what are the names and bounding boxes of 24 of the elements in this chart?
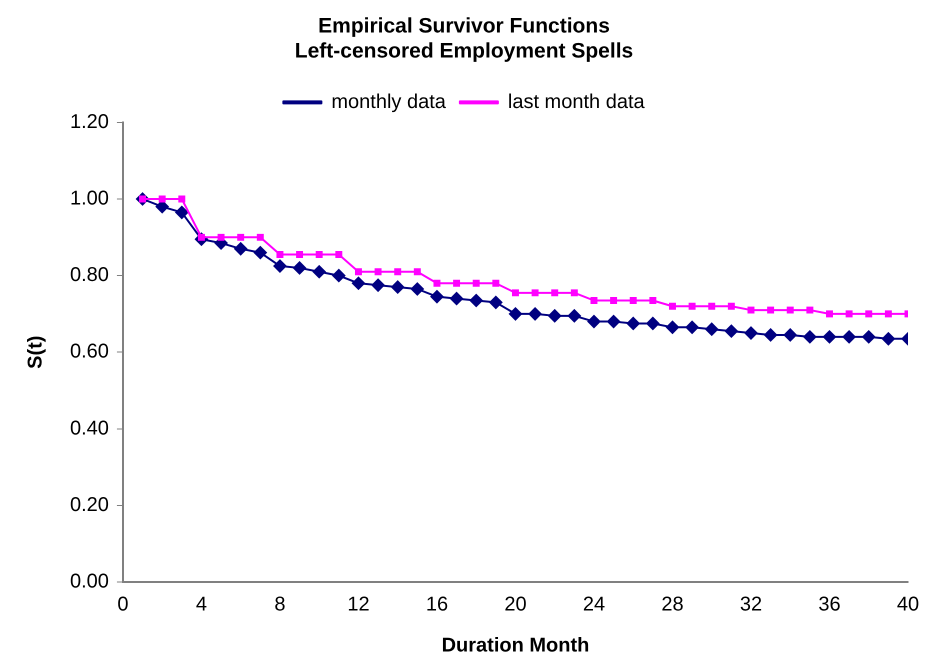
legend-label: last month data <box>508 90 646 113</box>
x-tick-label: 32 <box>740 594 762 616</box>
y-tick-label: 0.60 <box>70 340 109 363</box>
y-tick-label: 0.80 <box>70 264 109 286</box>
y-axis-title: S(t) <box>24 336 47 369</box>
x-tick-label: 40 <box>896 594 920 616</box>
x-tick-label: 8 <box>274 594 286 616</box>
y-tick-label: 0.40 <box>70 417 109 440</box>
legend-label: monthly data <box>331 90 447 113</box>
x-tick-label: 16 <box>426 594 448 616</box>
y-tick-label: 0.20 <box>70 494 109 516</box>
x-axis-title: Duration Month <box>442 634 590 657</box>
x-tick-label: 0 <box>117 594 128 616</box>
y-tick-label: 1.00 <box>70 188 109 210</box>
x-tick-label: 24 <box>582 594 606 616</box>
x-tick-label: 36 <box>818 594 841 616</box>
text: Empirical Survivor Functions <box>318 14 610 38</box>
y-tick-label: 0.00 <box>70 570 109 593</box>
x-tick-label: 28 <box>661 594 684 616</box>
x-tick-label: 4 <box>196 594 207 616</box>
x-tick-label: 12 <box>347 594 370 616</box>
y-tick-label: 1.20 <box>70 110 109 133</box>
text: Left-censored Employment Spells <box>294 40 634 63</box>
x-tick-label: 20 <box>504 594 527 616</box>
